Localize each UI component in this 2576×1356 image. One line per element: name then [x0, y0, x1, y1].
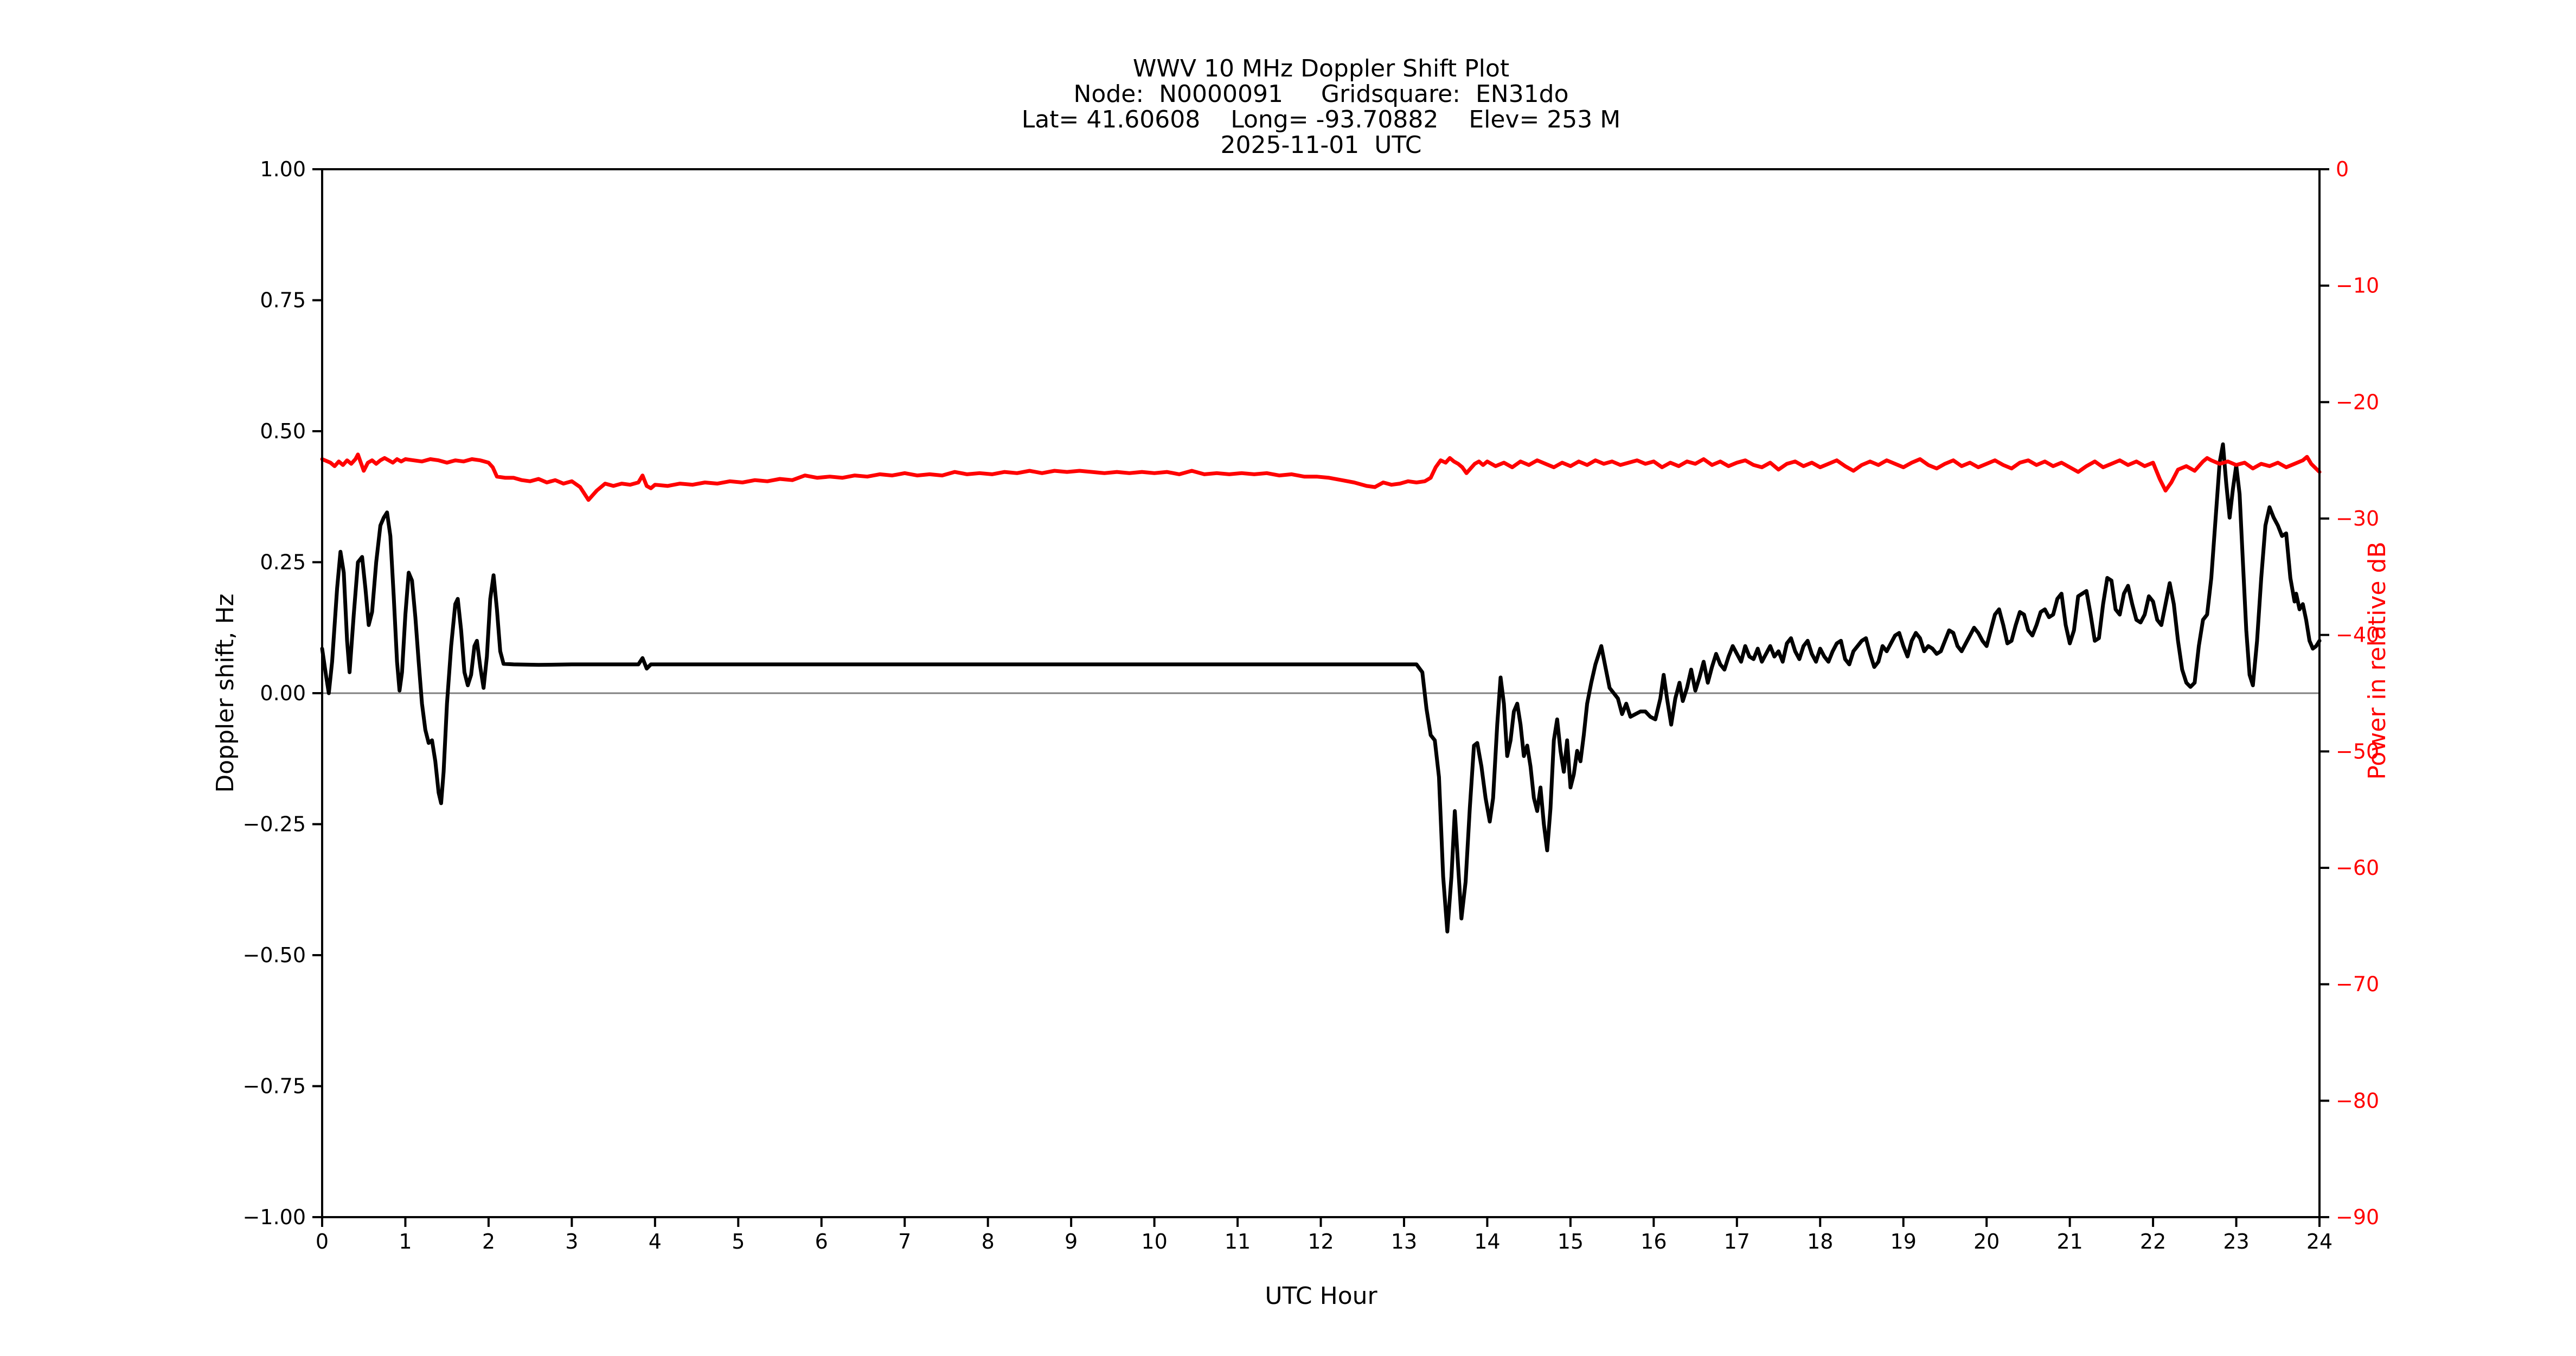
x-tick-label: 19	[1891, 1230, 1917, 1253]
y-right-tick-label: −80	[2336, 1089, 2379, 1112]
x-tick-label: 3	[565, 1230, 578, 1253]
ticks-group: 0 1 2 3 4 5 6 7 8 9 10 11 12 13 14 15 16 17 18 19 20 21 22 23 24…	[243, 157, 2380, 1253]
x-tick-label: 21	[2056, 1230, 2082, 1253]
x-tick-label: 22	[2140, 1230, 2166, 1253]
y-left-tick-label: 0.25	[260, 551, 306, 574]
x-tick-label: 11	[1225, 1230, 1251, 1253]
y-right-tick-label: 0	[2336, 157, 2349, 181]
doppler-series-line	[320, 442, 2322, 933]
y-right-tick-label: −60	[2336, 856, 2379, 880]
y-axis-label-left: Doppler shift, Hz	[212, 593, 239, 792]
x-tick-label: 4	[649, 1230, 662, 1253]
x-tick-label: 5	[732, 1230, 745, 1253]
x-tick-label: 0	[316, 1230, 329, 1253]
x-tick-label: 14	[1474, 1230, 1500, 1253]
y-left-tick-label: 0.75	[260, 289, 306, 312]
y-right-tick-label: −30	[2336, 507, 2379, 530]
x-tick-label: 17	[1724, 1230, 1750, 1253]
y-axis-label-right: Power in relative dB	[2363, 541, 2391, 779]
y-left-tick-label: 0.50	[260, 419, 306, 443]
y-right-tick-label: −40	[2336, 623, 2379, 647]
x-tick-label: 7	[898, 1230, 911, 1253]
y-left-tick-label: −0.25	[243, 813, 306, 836]
x-tick-label: 15	[1558, 1230, 1584, 1253]
series-group	[320, 442, 2322, 933]
x-tick-label: 6	[815, 1230, 828, 1253]
y-left-tick-label: −0.75	[243, 1074, 306, 1098]
x-tick-label: 24	[2306, 1230, 2333, 1253]
x-tick-label: 12	[1308, 1230, 1334, 1253]
power-series-line	[320, 452, 2322, 502]
y-left-tick-label: −0.50	[243, 943, 306, 967]
x-tick-label: 10	[1141, 1230, 1167, 1253]
chart-subtitle-date: 2025-11-01 UTC	[1220, 131, 1422, 159]
y-right-tick-label: −90	[2336, 1205, 2379, 1229]
chart-title: WWV 10 MHz Doppler Shift Plot	[1132, 55, 1510, 82]
x-tick-label: 8	[982, 1230, 995, 1253]
x-tick-label: 18	[1807, 1230, 1833, 1253]
x-tick-label: 13	[1391, 1230, 1417, 1253]
y-right-tick-label: −70	[2336, 973, 2379, 996]
y-left-tick-label: −1.00	[243, 1205, 306, 1229]
x-tick-label: 20	[1973, 1230, 2000, 1253]
x-tick-label: 1	[399, 1230, 412, 1253]
x-tick-label: 2	[482, 1230, 495, 1253]
y-right-tick-label: −20	[2336, 390, 2379, 414]
x-tick-label: 16	[1641, 1230, 1667, 1253]
chart-subtitle-location: Lat= 41.60608 Long= -93.70882 Elev= 253 …	[1021, 106, 1621, 133]
y-left-tick-label: 1.00	[260, 157, 306, 181]
y-right-tick-label: −50	[2336, 739, 2379, 763]
y-right-tick-label: −10	[2336, 274, 2379, 298]
chart-subtitle-node: Node: N0000091 Gridsquare: EN31do	[1073, 80, 1569, 108]
y-left-tick-label: 0.00	[260, 681, 306, 705]
x-tick-label: 23	[2223, 1230, 2249, 1253]
x-tick-label: 9	[1065, 1230, 1078, 1253]
x-axis-label: UTC Hour	[1265, 1282, 1377, 1310]
title-block: WWV 10 MHz Doppler Shift Plot Node: N000…	[322, 56, 2320, 158]
